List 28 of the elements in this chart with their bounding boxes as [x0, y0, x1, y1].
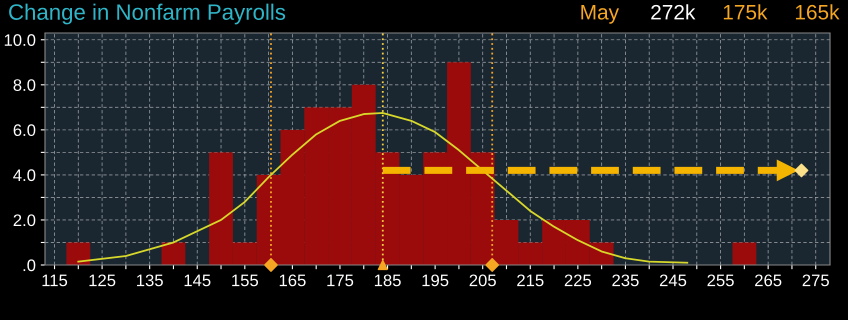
- x-tick-label: 255: [708, 274, 734, 286]
- x-tick-label: 115: [42, 274, 68, 286]
- x-tick-label: 135: [137, 274, 163, 286]
- y-tick-label: 6.0: [14, 124, 36, 136]
- text: 165k: [796, 4, 840, 20]
- x-tick-label: 275: [802, 274, 829, 286]
- text: 272k: [651, 4, 696, 20]
- x-tick-label: 165: [280, 274, 306, 286]
- y-tick-label: 2.0: [14, 214, 36, 226]
- x-tick-label: 155: [232, 274, 258, 286]
- x-tick-label: 215: [517, 274, 544, 286]
- y-tick-label: 8.0: [14, 79, 36, 92]
- text: May: [581, 5, 620, 24]
- x-tick-label: 225: [564, 274, 592, 286]
- x-tick-label: 265: [755, 274, 782, 286]
- x-tick-label: 245: [660, 274, 686, 286]
- x-tick-label: 205: [470, 274, 496, 286]
- y-tick-label: 10.0: [4, 34, 36, 46]
- y-tick-label: 4.0: [13, 169, 36, 182]
- x-tick-label: 235: [612, 274, 639, 286]
- text: 175k: [724, 4, 768, 20]
- x-tick-label: 175: [327, 274, 354, 286]
- x-tick-label: 145: [184, 274, 210, 286]
- y-tick-label: .0: [24, 259, 36, 272]
- chart-title: Change in Nonfarm Payrolls: [9, 4, 286, 24]
- x-tick-label: 185: [374, 274, 401, 286]
- x-tick-label: 125: [89, 274, 116, 286]
- x-tick-label: 195: [422, 274, 448, 286]
